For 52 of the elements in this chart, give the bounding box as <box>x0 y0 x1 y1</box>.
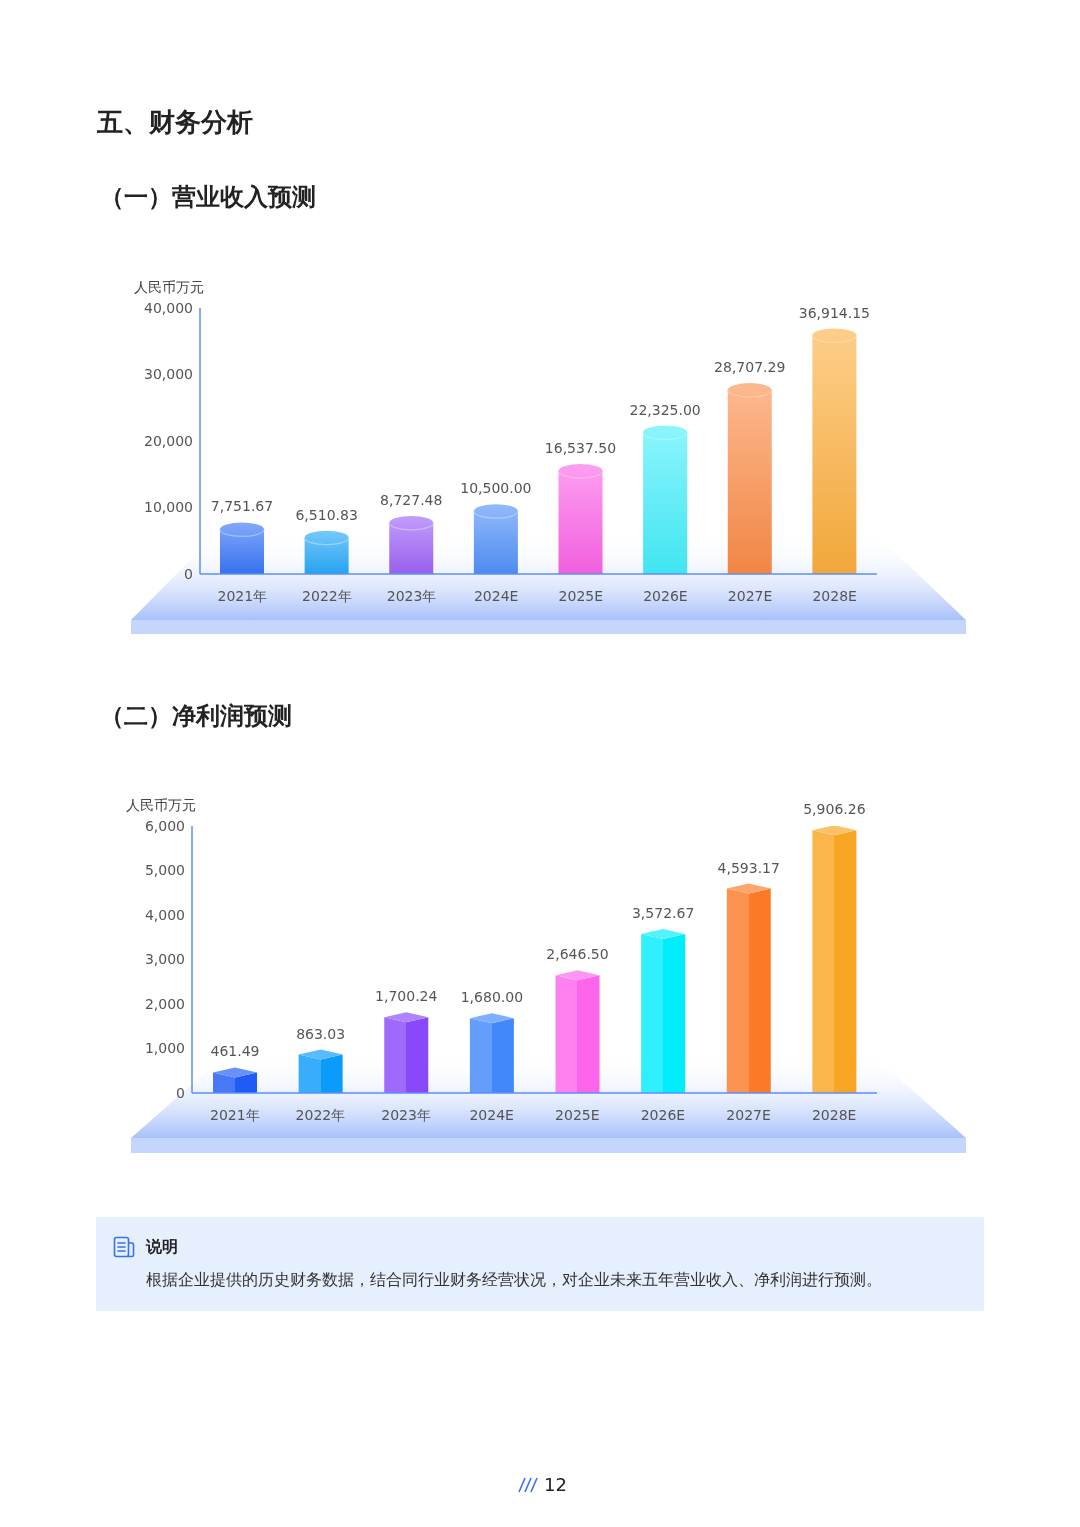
y-tick-label: 0 <box>184 565 193 582</box>
data-label: 7,751.67 <box>210 498 274 515</box>
data-label: 1,680.00 <box>460 989 524 1006</box>
x-tick-label: 2028E <box>812 587 857 604</box>
data-label: 1,700.24 <box>375 988 438 1005</box>
data-label: 10,500.00 <box>460 480 532 497</box>
text: 12 <box>544 1474 567 1496</box>
y-tick-label: 10,000 <box>144 499 193 516</box>
chart-title: 五、财务分析 <box>97 106 253 139</box>
x-tick-label: 2024E <box>473 587 519 604</box>
x-tick-label: 2027E <box>727 587 773 604</box>
y-tick-label: 3,000 <box>144 951 185 968</box>
data-label: 2,646.50 <box>546 946 609 963</box>
y-tick-label: 0 <box>176 1084 185 1101</box>
text: 说明 <box>146 1237 178 1257</box>
data-label: 36,914.15 <box>798 304 871 321</box>
data-label: 5,906.26 <box>803 801 866 818</box>
x-tick-label: 2028E <box>811 1106 857 1123</box>
x-tick-label: 2021年 <box>217 587 268 604</box>
y-axis-title: 人民币万元 <box>126 797 196 813</box>
data-label: 4,593.17 <box>717 859 780 876</box>
y-tick-label: 2,000 <box>144 995 185 1012</box>
y-tick-label: 30,000 <box>144 366 193 383</box>
x-tick-label: 2022年 <box>302 587 352 604</box>
x-tick-label: 2026E <box>640 1106 686 1123</box>
x-tick-label: 2023年 <box>381 1106 431 1123</box>
x-tick-label: 2022年 <box>295 1106 346 1123</box>
data-label: 22,325.00 <box>629 401 701 418</box>
x-tick-label: 2025E <box>558 587 604 604</box>
x-tick-label: 2026E <box>643 587 688 604</box>
x-tick-label: 2027E <box>726 1106 771 1123</box>
x-tick-label: 2024E <box>469 1106 514 1123</box>
x-tick-label: 2025E <box>555 1106 600 1123</box>
text: 根据企业提供的历史财务数据，结合同行业财务经营状况，对企业未来五年营业收入、净利润进行预测。 <box>146 1270 882 1290</box>
y-tick-label: 1,000 <box>144 1040 185 1057</box>
x-tick-label: 2023年 <box>386 587 437 604</box>
data-label: 3,572.67 <box>631 905 695 922</box>
y-tick-label: 20,000 <box>144 432 193 449</box>
chart-title: （二）净利润预测 <box>100 701 292 732</box>
y-tick-label: 4,000 <box>144 906 185 923</box>
y-tick-label: 6,000 <box>144 817 185 834</box>
data-label: 6,510.83 <box>295 506 358 523</box>
data-label: 863.03 <box>296 1025 346 1042</box>
y-tick-label: 5,000 <box>144 862 185 879</box>
data-label: 16,537.50 <box>544 440 617 457</box>
y-tick-label: 40,000 <box>144 299 193 316</box>
chart-subtitle: （一）营业收入预测 <box>100 182 316 213</box>
data-label: 8,727.48 <box>380 491 443 508</box>
y-axis-title: 人民币万元 <box>134 279 204 295</box>
data-label: 461.49 <box>210 1043 260 1060</box>
data-label: 28,707.29 <box>714 359 786 376</box>
x-tick-label: 2021年 <box>209 1106 260 1123</box>
